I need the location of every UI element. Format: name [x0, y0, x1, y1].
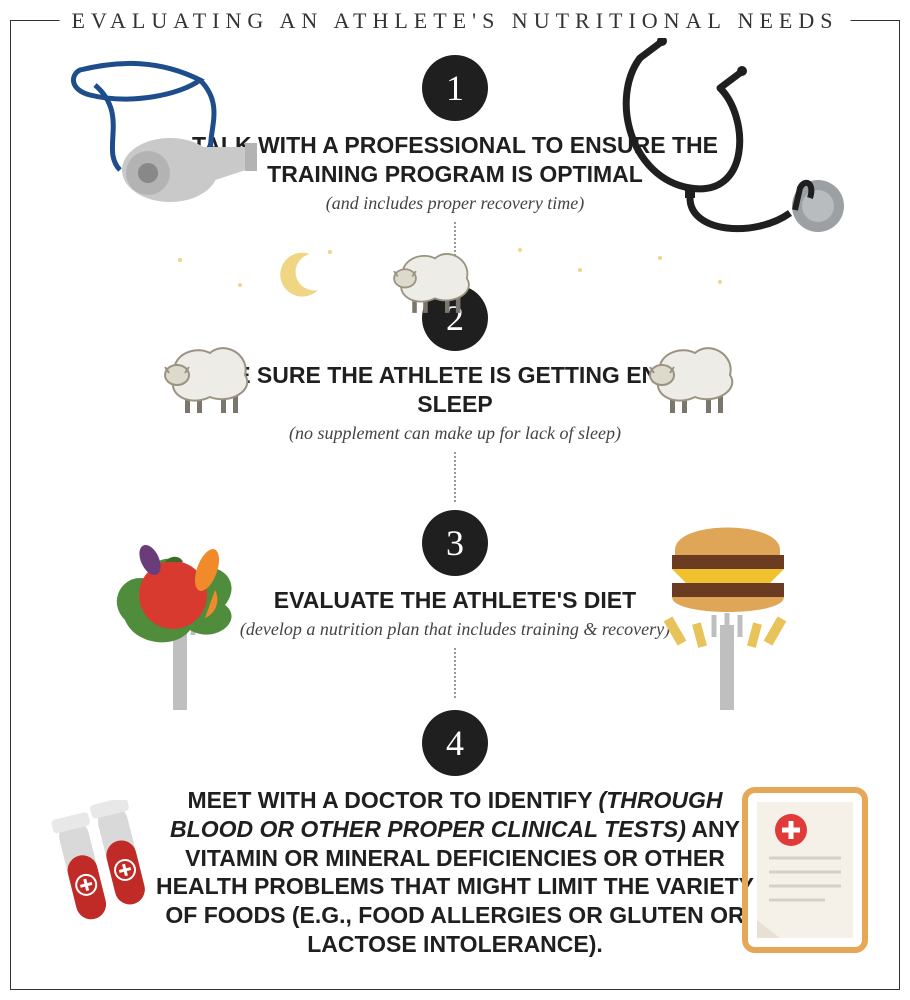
burger-fork-icon [650, 505, 805, 710]
dotted-connector-3 [454, 648, 456, 698]
step-4-heading: MEET WITH A DOCTOR TO IDENTIFY (THROUGH … [145, 786, 765, 959]
step-4-number: 4 [422, 710, 488, 776]
sheep-icon [640, 335, 750, 420]
step-4-heading-pre: MEET WITH A DOCTOR TO IDENTIFY [188, 787, 599, 813]
dotted-connector-2 [454, 452, 456, 502]
step-3-number: 3 [422, 510, 488, 576]
step-2-subtext: (no supplement can make up for lack of s… [0, 423, 910, 444]
vegetables-fork-icon [95, 500, 265, 710]
infographic-title: EVALUATING AN ATHLETE'S NUTRITIONAL NEED… [60, 8, 851, 34]
sheep-icon [385, 242, 485, 322]
whistle-icon [60, 55, 280, 205]
stethoscope-icon [600, 38, 860, 238]
sheep-icon [155, 335, 265, 420]
clipboard-icon [735, 780, 875, 960]
blood-tubes-icon [40, 800, 160, 950]
step-1-number: 1 [422, 55, 488, 121]
